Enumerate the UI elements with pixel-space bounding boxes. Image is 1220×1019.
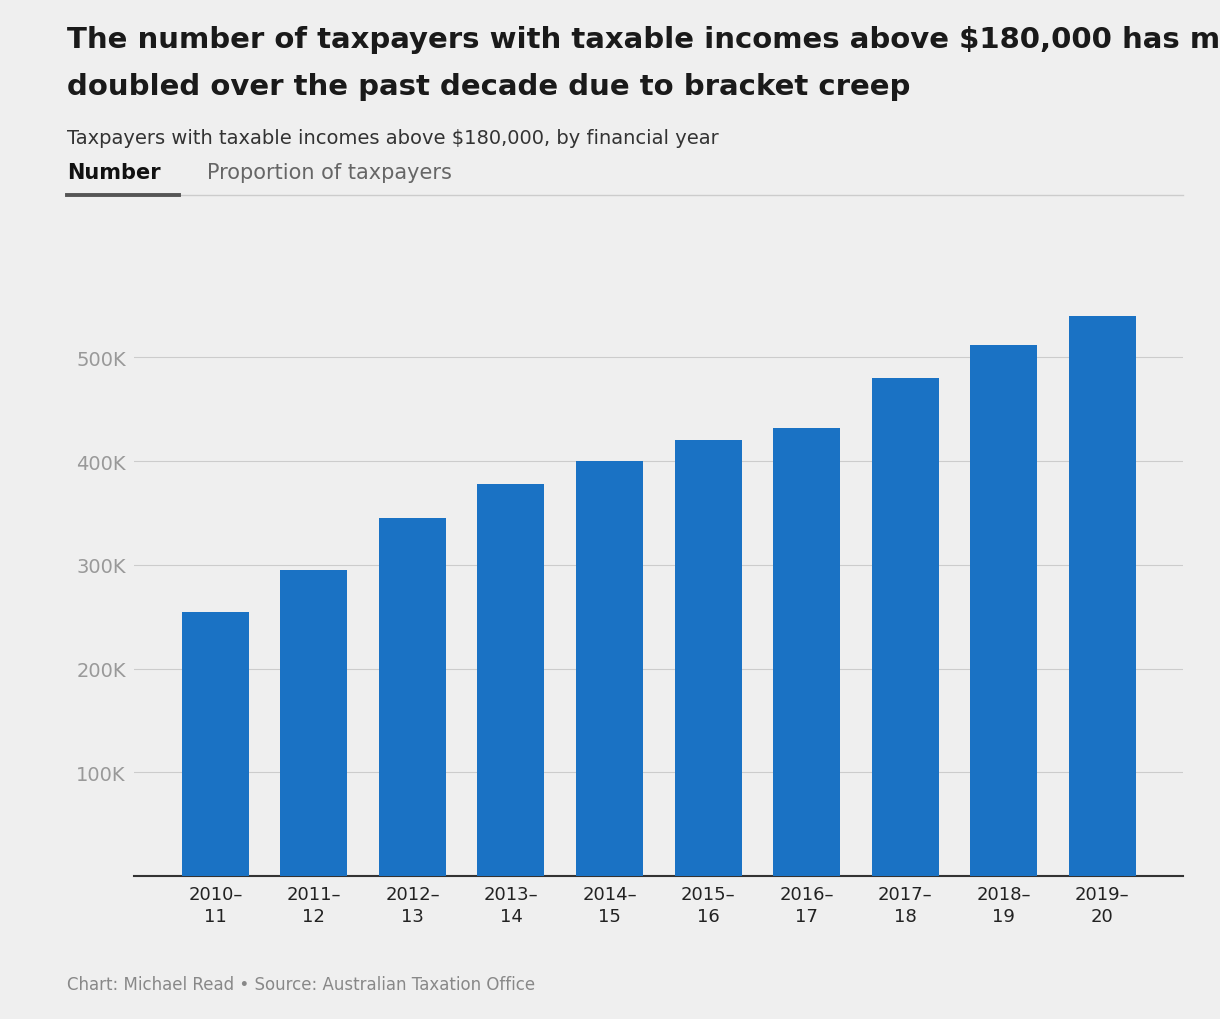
Bar [182,612,249,876]
Text: doubled over the past decade due to bracket creep: doubled over the past decade due to brac… [67,73,910,101]
Text: The number of taxpayers with taxable incomes above $180,000 has more than: The number of taxpayers with taxable inc… [67,25,1220,53]
Text: Chart: Michael Read • Source: Australian Taxation Office: Chart: Michael Read • Source: Australian… [67,975,536,994]
Bar [477,484,544,876]
Text: Number: Number [67,163,161,183]
Text: Proportion of taxpayers: Proportion of taxpayers [207,163,453,183]
Bar [871,379,938,876]
Bar [281,571,348,876]
Bar [1069,317,1136,876]
Bar [576,462,643,876]
Bar [379,519,447,876]
Bar [970,345,1037,876]
Bar [773,428,841,876]
Text: Taxpayers with taxable incomes above $180,000, by financial year: Taxpayers with taxable incomes above $18… [67,128,719,148]
Bar [675,441,742,876]
